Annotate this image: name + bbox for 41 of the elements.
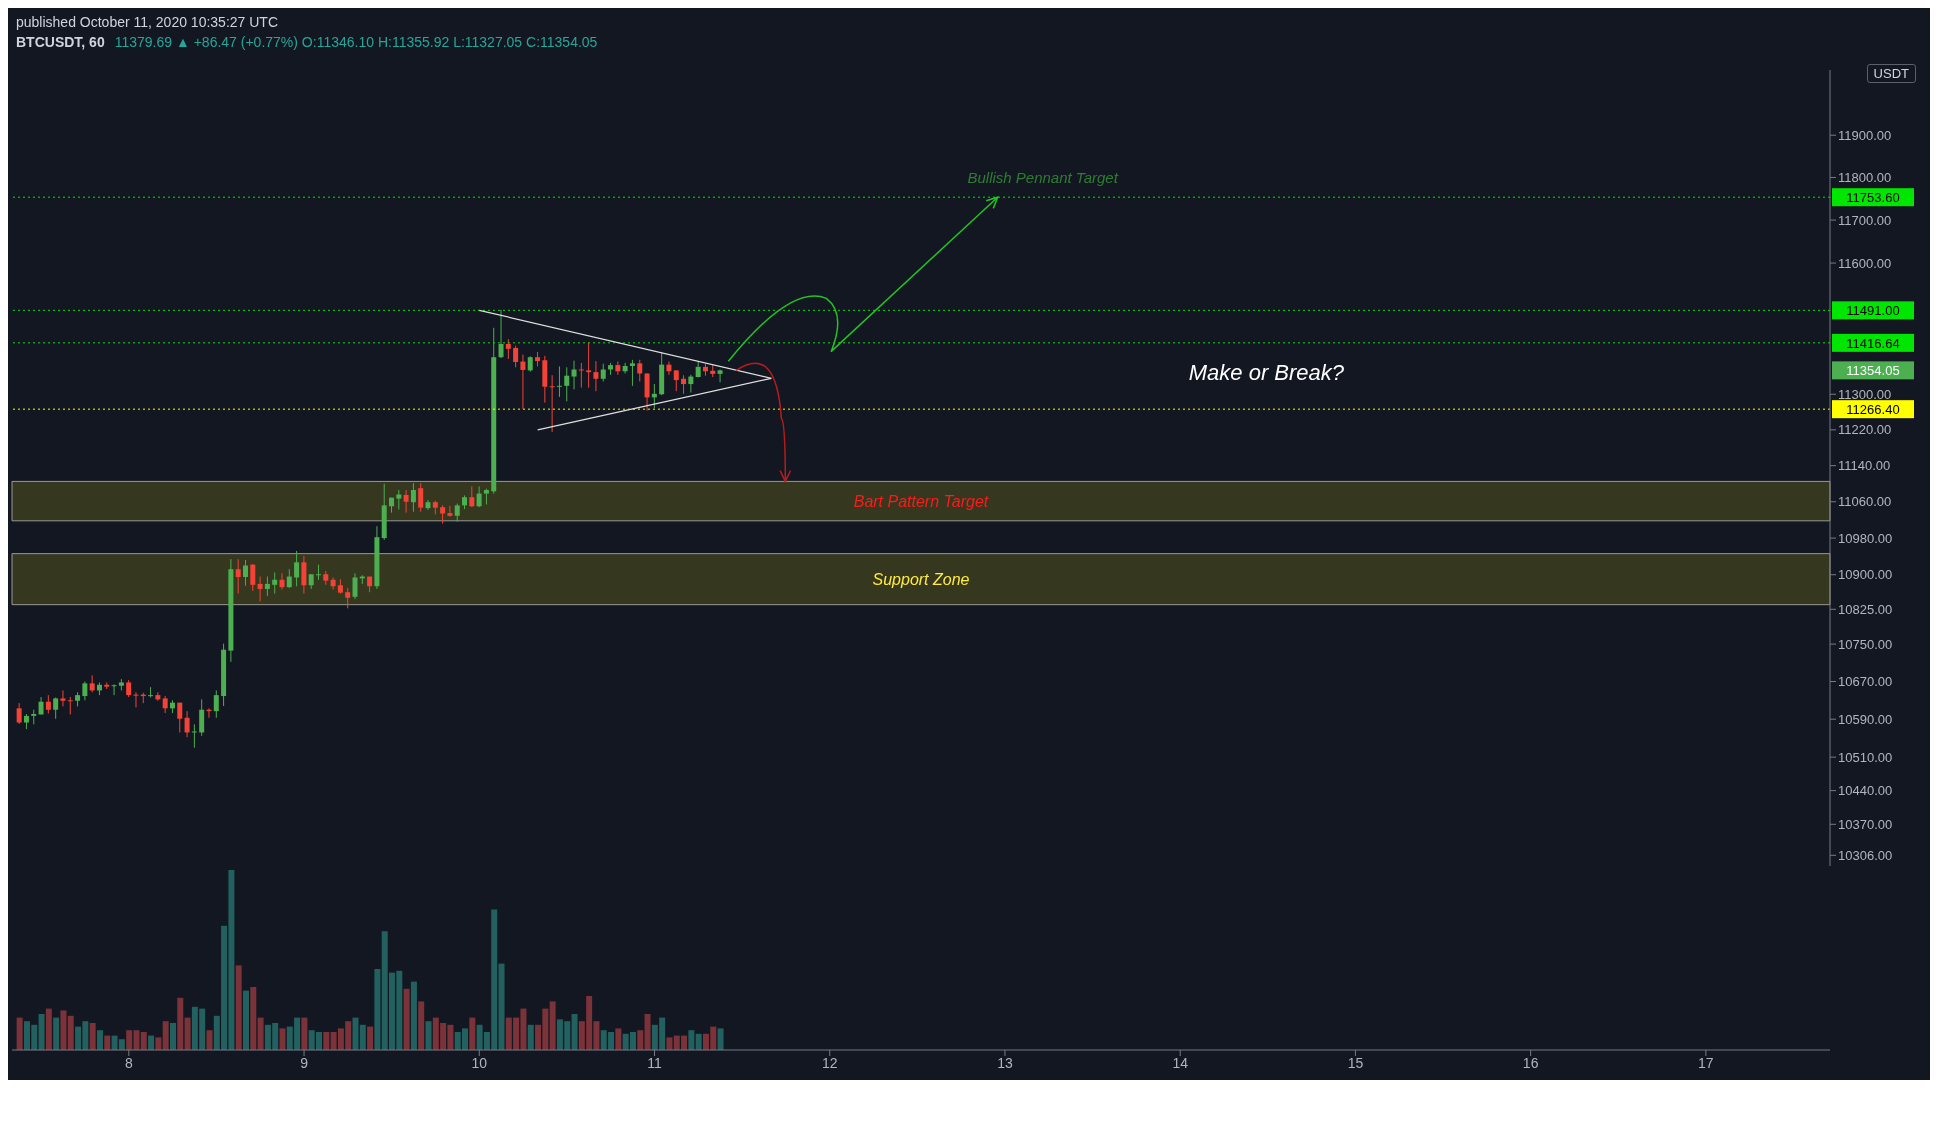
- y-axis-title: USDT: [1866, 64, 1916, 83]
- y-tick-label: 11220.00: [1838, 422, 1892, 438]
- y-tick-label: 10440.00: [1838, 783, 1893, 799]
- x-tick-label: 8: [124, 1054, 133, 1071]
- y-tick-label: 11900.00: [1838, 127, 1892, 143]
- chart-subtitle: 11379.69 ▲ +86.47 (+0.77%) O:11346.10 H:11355.92 L:11327.05 C:11354.05: [114, 34, 598, 50]
- band-label: Bart Pattern Target: [853, 493, 989, 511]
- y-tick-label: 10370.00: [1838, 816, 1893, 832]
- y-tick-label: 10590.00: [1838, 711, 1893, 727]
- y-tick-label: 11300.00: [1838, 386, 1892, 402]
- text: 11354.05: [1846, 363, 1900, 379]
- ref-line-label: 11416.64: [1846, 335, 1900, 351]
- x-tick-label: 10: [471, 1054, 488, 1071]
- x-tick-label: 14: [1172, 1054, 1189, 1071]
- band-label: Support Zone: [872, 571, 970, 589]
- y-tick-label: 11060.00: [1838, 494, 1892, 510]
- y-tick-label: 10980.00: [1838, 530, 1893, 546]
- annotation: Bullish Pennant Target: [967, 169, 1119, 187]
- x-tick-label: 13: [997, 1054, 1013, 1071]
- chart-title: BTCUSDT, 60: [16, 34, 105, 50]
- y-tick-label: 11700.00: [1838, 212, 1892, 228]
- ref-line-label: 11753.60: [1846, 190, 1900, 206]
- x-tick-label: 15: [1347, 1054, 1364, 1071]
- annotation: Make or Break?: [1188, 360, 1345, 386]
- x-tick-label: 16: [1522, 1054, 1539, 1071]
- y-tick-label: 10510.00: [1838, 749, 1893, 765]
- x-tick-label: 17: [1698, 1054, 1714, 1071]
- x-tick-label: 9: [300, 1054, 309, 1071]
- text: published October 11, 2020 10:35:27 UTC: [16, 13, 280, 32]
- x-tick-label: 12: [821, 1054, 838, 1071]
- y-tick-label: 10750.00: [1838, 636, 1893, 652]
- y-tick-label: 11600.00: [1838, 255, 1892, 271]
- x-tick-label: 11: [647, 1054, 662, 1071]
- ref-line-label: 11491.00: [1846, 303, 1900, 319]
- y-tick-label: 10900.00: [1838, 567, 1893, 583]
- y-tick-label: 11800.00: [1838, 170, 1892, 186]
- y-tick-label: 10670.00: [1838, 674, 1893, 690]
- ref-line-label: 11266.40: [1846, 402, 1900, 418]
- y-tick-label: 10306.00: [1838, 847, 1893, 863]
- y-tick-label: 11140.00: [1838, 458, 1891, 474]
- y-tick-label: 10825.00: [1838, 601, 1893, 617]
